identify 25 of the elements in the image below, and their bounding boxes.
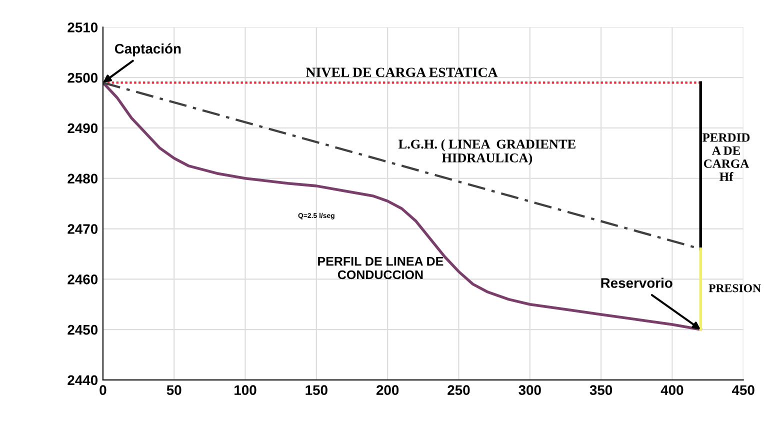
x-tick-label: 150 [306, 385, 328, 396]
x-tick-label: 300 [518, 385, 541, 396]
annotation: PERDID A DE CARGA Hf [702, 133, 750, 181]
annotation: PERFIL DE LINEA DE CONDUCCION [318, 256, 444, 280]
x-tick-label: 100 [234, 385, 256, 396]
x-tick-label: 0 [100, 385, 106, 396]
y-tick-label: 2450 [68, 324, 98, 335]
y-tick-label: 2470 [68, 224, 98, 234]
annotation: NIVEL DE CARGA ESTATICA [306, 68, 498, 78]
x-tick-label: 450 [732, 385, 754, 396]
annotation: Captación [114, 43, 181, 56]
x-tick-label: 50 [166, 385, 182, 396]
y-tick-label: 2500 [68, 72, 98, 83]
y-tick-label: 2460 [68, 274, 98, 284]
y-tick-label: 2480 [68, 174, 98, 184]
annotation: Reservorio [601, 278, 672, 288]
x-tick-label: 250 [448, 385, 470, 396]
y-tick-label: 2510 [68, 22, 98, 32]
y-tick-label: 2440 [68, 375, 98, 386]
y-tick-label: 2490 [68, 123, 98, 134]
x-tick-label: 200 [376, 385, 399, 396]
x-tick-label: 400 [660, 385, 684, 396]
annotation: PRESION [708, 284, 761, 292]
annotation: L.G.H. ( LINEA GRADIENTE HIDRAULICA) [398, 139, 576, 166]
x-tick-label: 350 [590, 385, 612, 396]
